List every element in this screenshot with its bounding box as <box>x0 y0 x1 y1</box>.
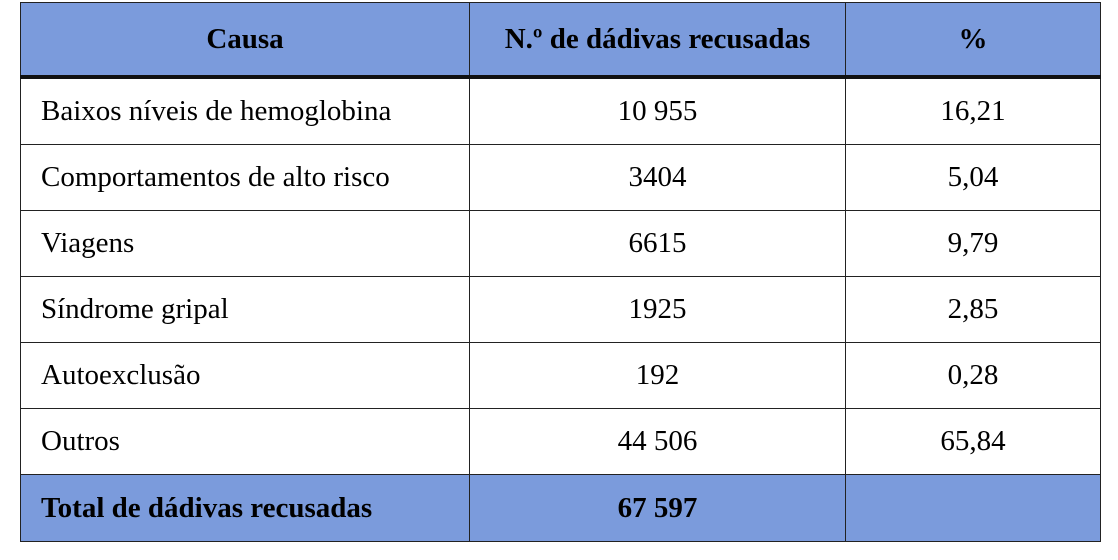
total-cell: 67 597 <box>469 474 846 542</box>
table-cell: Baixos níveis de hemoglobina <box>20 76 470 145</box>
table-cell: 3404 <box>469 144 846 211</box>
table-row: Viagens 6615 9,79 <box>20 210 1101 277</box>
table-row: Outros 44 506 65,84 <box>20 408 1101 475</box>
table-cell: 2,85 <box>845 276 1101 343</box>
table-cell: 9,79 <box>845 210 1101 277</box>
table-body: Baixos níveis de hemoglobina 10 955 16,21 C… <box>20 76 1101 542</box>
table-cell: Outros <box>20 408 470 475</box>
table-cell: 10 955 <box>469 76 846 145</box>
table-row: Comportamentos de alto risco 3404 5,04 <box>20 144 1101 211</box>
table-cell: 0,28 <box>845 342 1101 409</box>
table-cell: 5,04 <box>845 144 1101 211</box>
table-row: Baixos níveis de hemoglobina 10 955 16,21 <box>20 76 1101 145</box>
table-cell: Viagens <box>20 210 470 277</box>
table-cell: Comportamentos de alto risco <box>20 144 470 211</box>
header-cell: % <box>845 2 1101 79</box>
table-cell: 1925 <box>469 276 846 343</box>
table-cell: Autoexclusão <box>20 342 470 409</box>
table-row: Autoexclusão 192 0,28 <box>20 342 1101 409</box>
table-header: Causa N.º de dádivas recusadas % <box>20 2 1101 79</box>
header-cell: Causa <box>20 2 470 79</box>
table-cell: 192 <box>469 342 846 409</box>
table-cell: 65,84 <box>845 408 1101 475</box>
table-cell: 16,21 <box>845 76 1101 145</box>
table-cell: Síndrome gripal <box>20 276 470 343</box>
table-row: Síndrome gripal 1925 2,85 <box>20 276 1101 343</box>
total-cell <box>845 474 1101 542</box>
total-cell: Total de dádivas recusadas <box>20 474 470 542</box>
total-row: Total de dádivas recusadas 67 597 <box>20 474 1101 542</box>
header-cell: N.º de dádivas recusadas <box>469 2 846 79</box>
table-cell: 44 506 <box>469 408 846 475</box>
data-table: Causa N.º de dádivas recusadas % Baixos … <box>20 2 1101 542</box>
table-cell: 6615 <box>469 210 846 277</box>
header-row: Causa N.º de dádivas recusadas % <box>20 2 1101 79</box>
